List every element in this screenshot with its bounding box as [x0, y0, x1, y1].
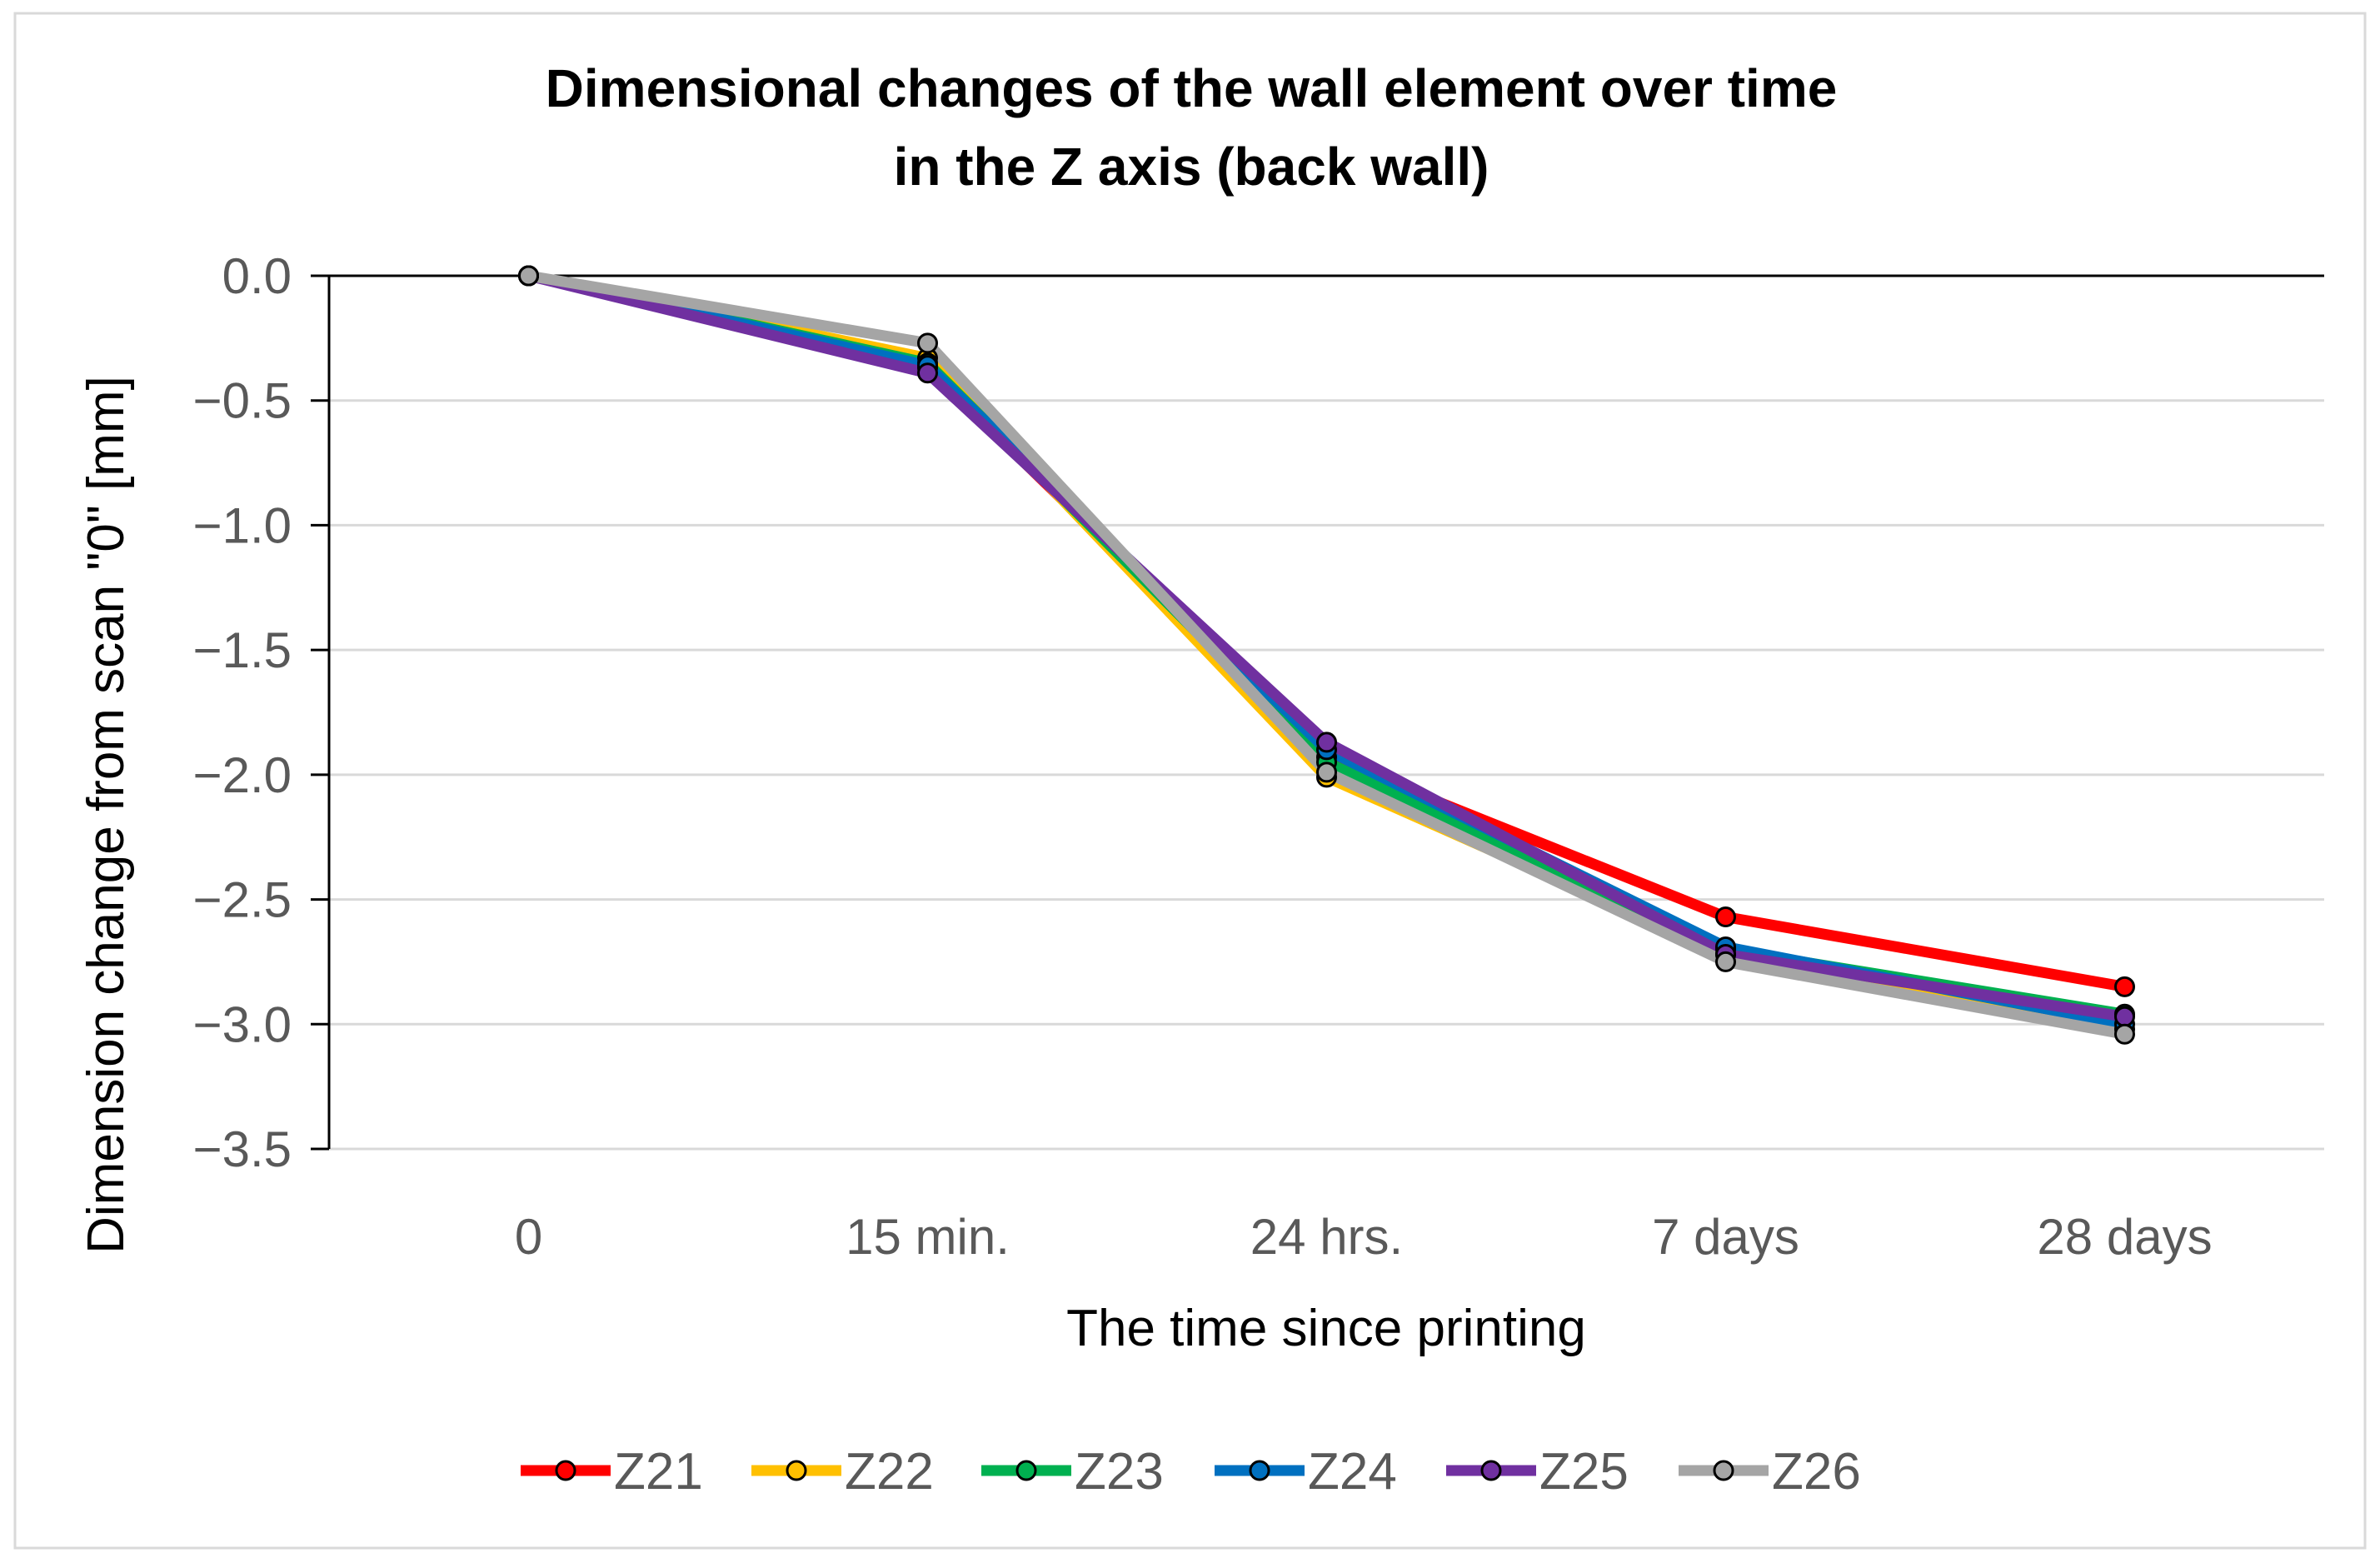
y-tick-label-3: −1.5: [193, 622, 292, 678]
chart-title-line-2: in the Z axis (back wall): [894, 137, 1489, 197]
x-tick-label-4: 28 days: [2037, 1209, 2212, 1265]
legend-label-z22: Z22: [845, 1443, 934, 1501]
axes: [311, 274, 2324, 1151]
data-point-z21-3: [1715, 906, 1736, 928]
legend: Z21 Z22 Z23 Z24 Z25 Z26: [521, 1443, 1861, 1501]
data-point-z25-4: [2114, 1006, 2135, 1027]
legend-marker-z26: [1713, 1460, 1734, 1481]
data-point-z26-4: [2114, 1023, 2135, 1045]
series-markers: [518, 265, 2135, 1045]
legend-label-z25: Z25: [1539, 1443, 1629, 1501]
y-tick-label-2: −1.0: [193, 497, 292, 553]
legend-label-z26: Z26: [1772, 1443, 1861, 1501]
data-point-z25-2: [1316, 732, 1337, 753]
y-tick-label-0: 0.0: [222, 248, 292, 304]
y-axis-title: Dimension change from scan "0" [mm]: [77, 376, 135, 1254]
legend-marker-z21: [555, 1460, 576, 1481]
y-tick-label-7: −3.5: [193, 1121, 292, 1177]
x-tick-labels: 0 15 min. 24 hrs. 7 days 28 days: [515, 1209, 2213, 1265]
x-tick-label-3: 7 days: [1652, 1209, 1799, 1265]
y-tick-label-6: −3.0: [193, 996, 292, 1052]
legend-label-z23: Z23: [1075, 1443, 1164, 1501]
data-point-z26-2: [1316, 762, 1337, 783]
legend-marker-z22: [786, 1460, 807, 1481]
gridlines: [329, 399, 2324, 1151]
chart-border: [13, 12, 2367, 1550]
y-tick-label-4: −2.0: [193, 747, 292, 803]
legend-marker-z25: [1480, 1460, 1502, 1481]
data-point-z26-1: [917, 332, 938, 354]
legend-label-z24: Z24: [1308, 1443, 1397, 1501]
legend-label-z21: Z21: [614, 1443, 703, 1501]
x-tick-label-1: 15 min.: [846, 1209, 1010, 1265]
legend-marker-z23: [1015, 1460, 1037, 1481]
data-point-z21-4: [2114, 976, 2135, 997]
x-tick-label-0: 0: [515, 1209, 542, 1265]
legend-marker-z24: [1249, 1460, 1270, 1481]
chart-title-line-1: Dimensional changes of the wall element …: [546, 58, 1838, 118]
x-axis-title: The time since printing: [1066, 1300, 1586, 1357]
x-tick-label-2: 24 hrs.: [1250, 1209, 1403, 1265]
data-point-z25-1: [917, 362, 938, 384]
y-tick-labels: 0.0 −0.5 −1.0 −1.5 −2.0 −2.5 −3.0 −3.5: [193, 248, 292, 1177]
y-tick-label-5: −2.5: [193, 872, 292, 928]
y-tick-label-1: −0.5: [193, 373, 292, 429]
data-point-z26-3: [1715, 951, 1736, 972]
data-point-z26-0: [518, 265, 539, 287]
